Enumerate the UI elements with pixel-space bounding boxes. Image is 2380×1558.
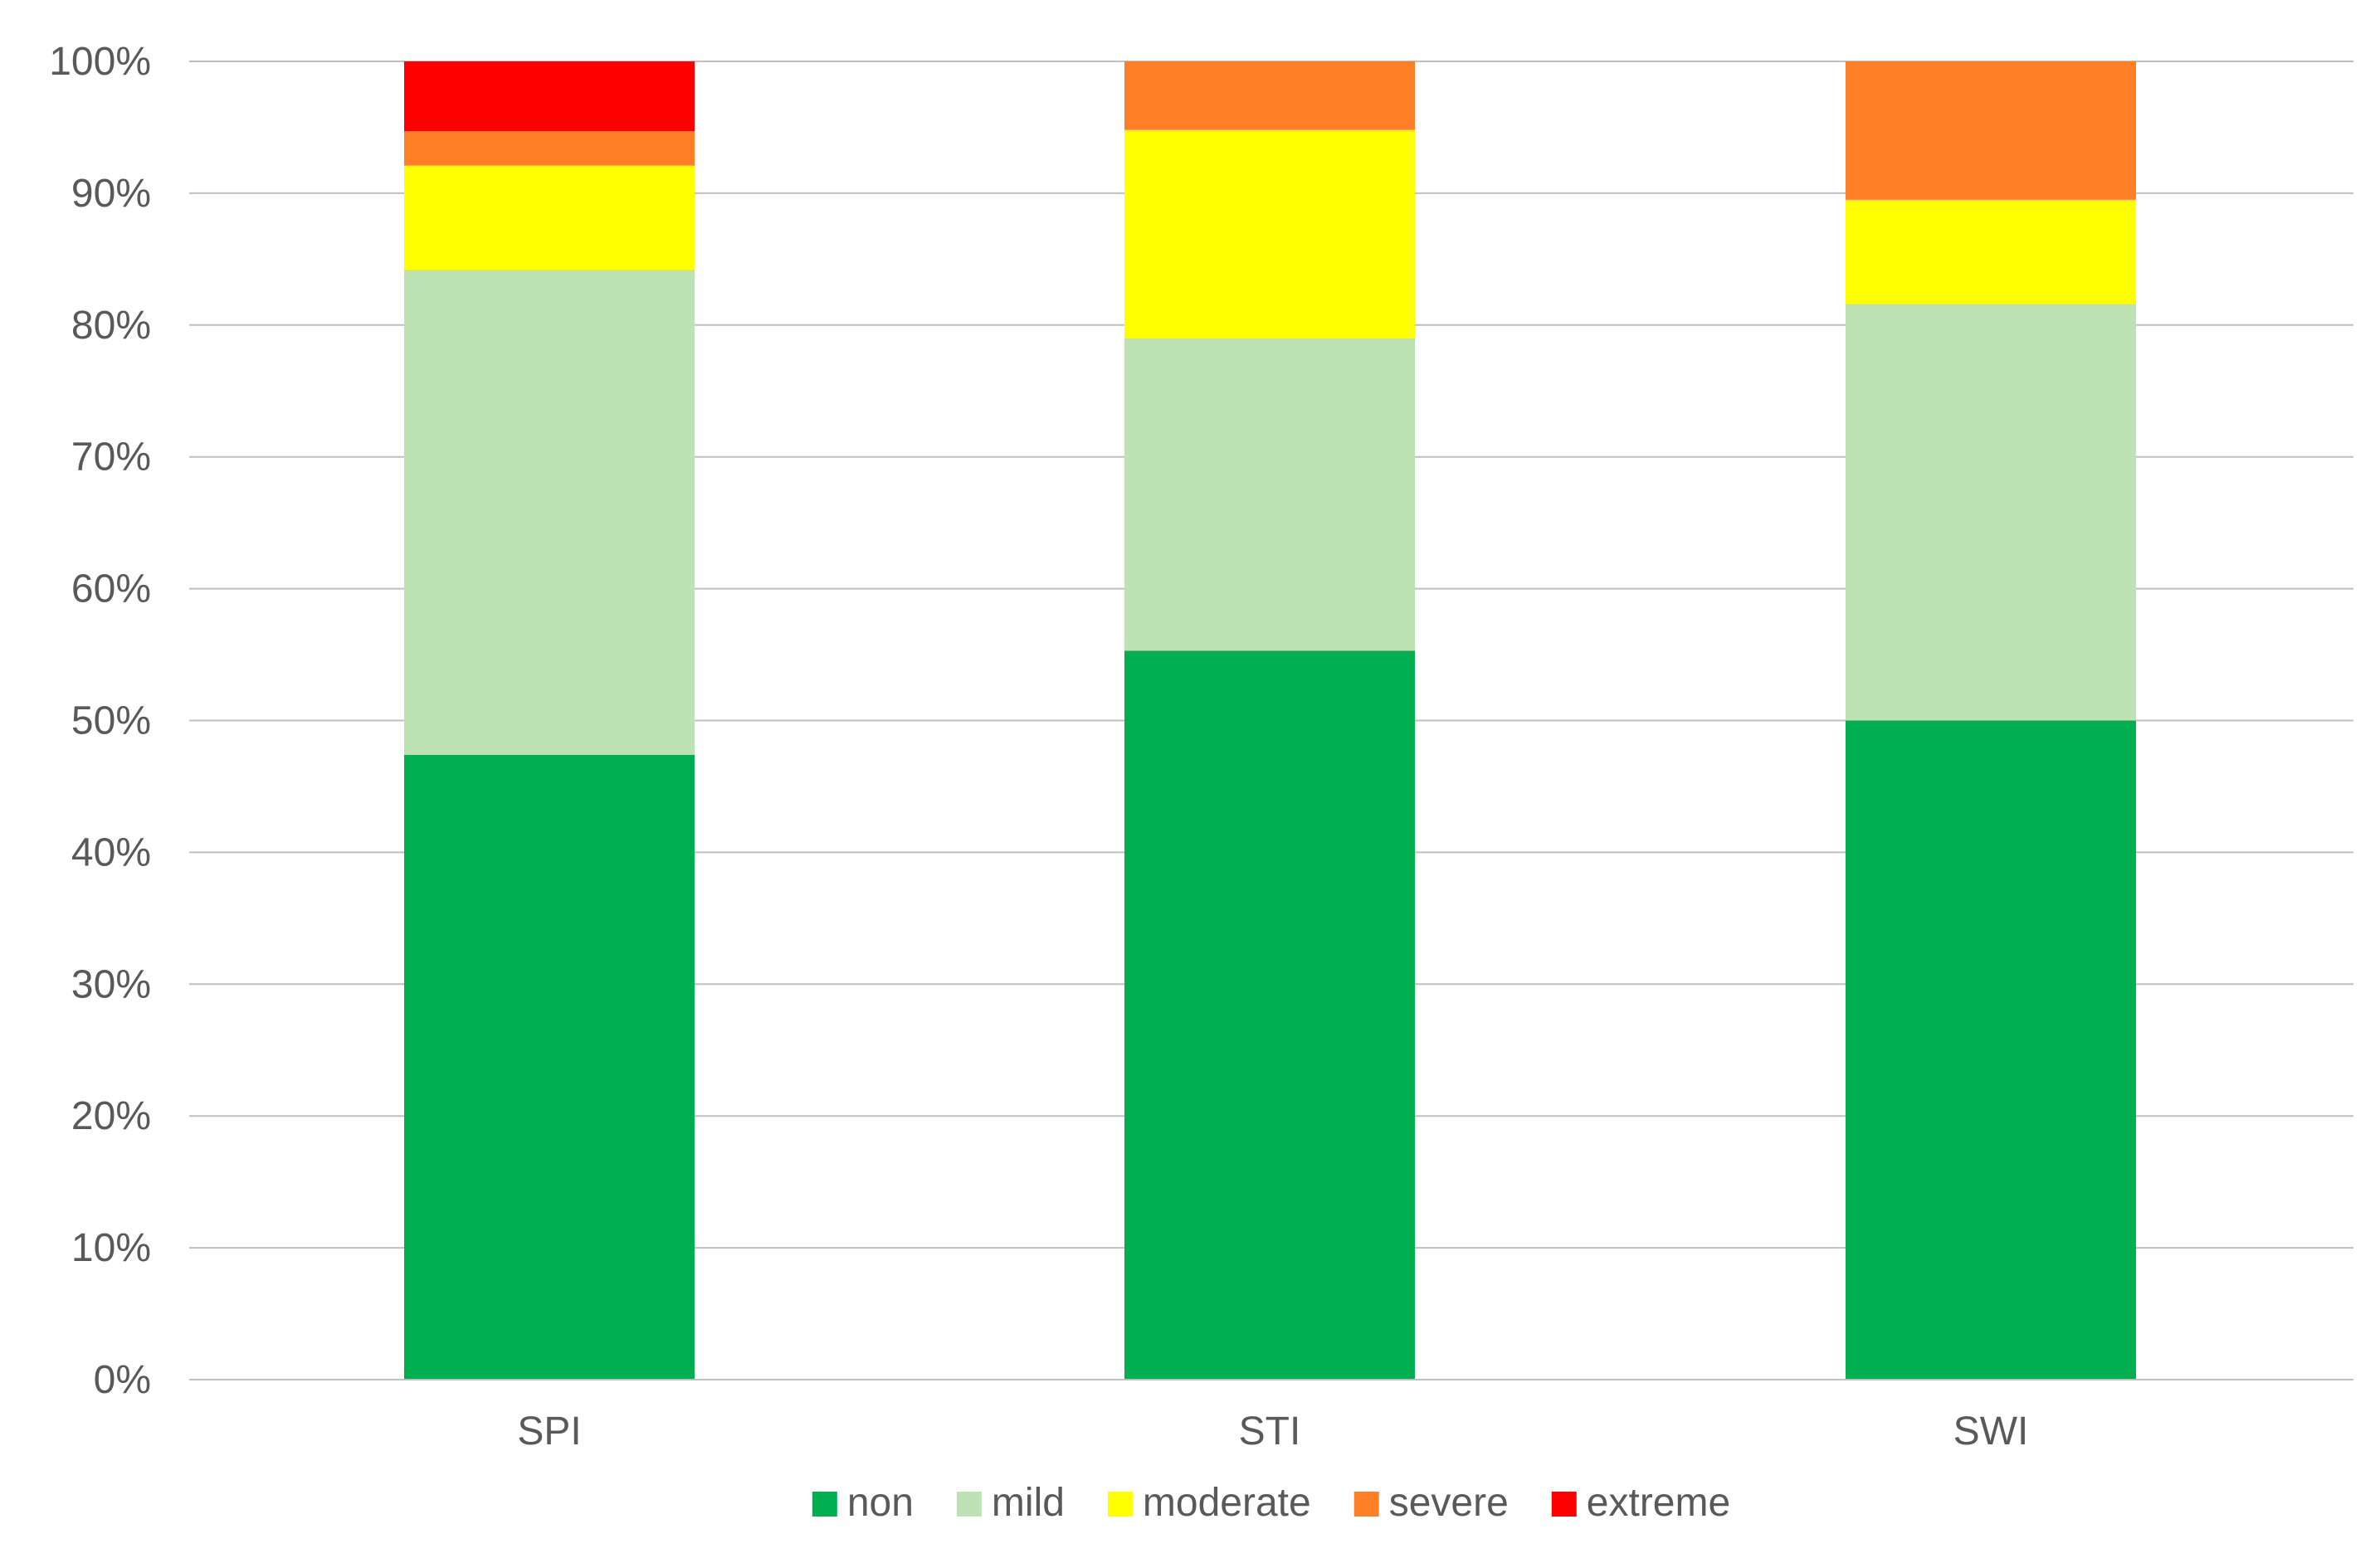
- legend-swatch: [1353, 1492, 1379, 1517]
- legend-label: moderate: [1143, 1481, 1311, 1525]
- y-tick-label: 20%: [71, 1094, 151, 1138]
- legend-swatch: [956, 1492, 982, 1517]
- bar-segment-SWI-non: [1846, 720, 2136, 1380]
- bar-stack-SPI: [404, 61, 695, 1380]
- bar-segment-SWI-mild: [1846, 304, 2136, 721]
- bar-segment-STI-severe: [1124, 61, 1415, 130]
- bar-segment-SPI-non: [404, 754, 695, 1380]
- legend-label: severe: [1389, 1481, 1509, 1525]
- legend-item-severe: severe: [1353, 1481, 1509, 1525]
- bar-stack-SWI: [1846, 61, 2136, 1380]
- y-tick-label: 100%: [49, 40, 151, 84]
- legend-item-mild: mild: [956, 1481, 1065, 1525]
- legend-item-non: non: [812, 1481, 914, 1525]
- y-tick-label: 80%: [71, 304, 151, 348]
- legend-label: non: [847, 1481, 914, 1525]
- y-tick-label: 50%: [71, 699, 151, 743]
- y-tick-label: 0%: [94, 1358, 151, 1402]
- legend-swatch: [1107, 1492, 1133, 1517]
- x-category-label: STI: [1239, 1410, 1301, 1453]
- x-category-label: SPI: [517, 1410, 581, 1453]
- bar-segment-STI-non: [1124, 650, 1415, 1380]
- legend-label: extreme: [1587, 1481, 1730, 1525]
- legend-swatch: [812, 1492, 837, 1517]
- bars: [404, 61, 2136, 1380]
- y-tick-label: 70%: [71, 436, 151, 480]
- bar-segment-SPI-extreme: [404, 61, 695, 132]
- legend-label: mild: [992, 1481, 1065, 1525]
- legend-item-extreme: extreme: [1551, 1481, 1730, 1525]
- y-axis-tick-labels: 0% 10% 20% 30% 40% 50% 60% 70% 80% 90% 100%: [49, 40, 151, 1402]
- y-tick-label: 10%: [71, 1226, 151, 1270]
- bar-segment-SWI-severe: [1846, 61, 2136, 200]
- bar-stack-STI: [1124, 61, 1415, 1380]
- bar-segment-SPI-moderate: [404, 165, 695, 270]
- legend-item-moderate: moderate: [1107, 1481, 1311, 1525]
- bar-segment-STI-mild: [1124, 338, 1415, 651]
- x-axis-category-labels: SPI STI SWI: [517, 1410, 2028, 1453]
- bar-segment-STI-moderate: [1124, 129, 1415, 338]
- bar-segment-SPI-severe: [404, 131, 695, 166]
- bar-segment-SWI-moderate: [1846, 199, 2136, 304]
- legend: non mild moderate severe extreme: [812, 1481, 1730, 1525]
- y-tick-label: 60%: [71, 567, 151, 611]
- y-tick-label: 30%: [71, 962, 151, 1006]
- legend-swatch: [1551, 1492, 1577, 1517]
- y-tick-label: 40%: [71, 830, 151, 874]
- x-category-label: SWI: [1953, 1410, 2029, 1453]
- y-tick-label: 90%: [71, 172, 151, 216]
- bar-segment-SPI-mild: [404, 270, 695, 755]
